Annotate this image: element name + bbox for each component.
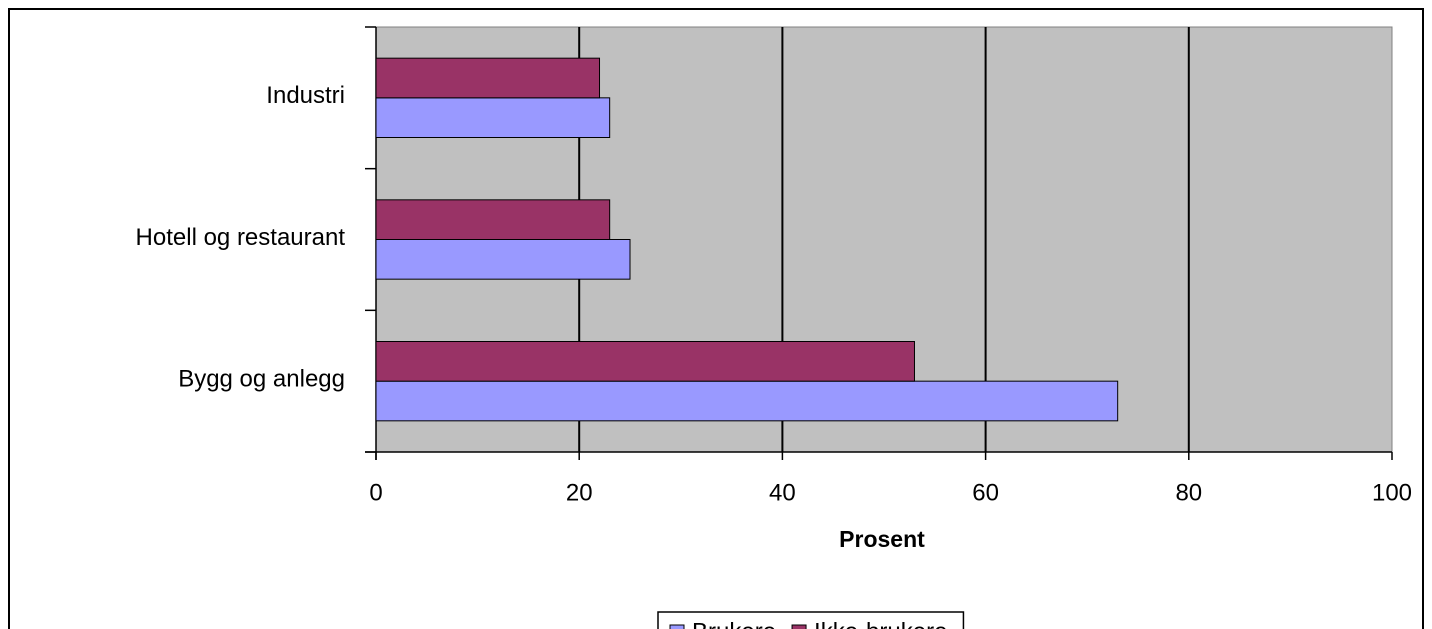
y-tick-label: Industri: [266, 82, 345, 109]
bar: [375, 341, 915, 382]
x-tick-label: 80: [1175, 479, 1202, 506]
x-tick-label: 60: [972, 479, 999, 506]
bar: [375, 97, 611, 139]
legend-box: [657, 611, 965, 629]
legend-label: Ikke-brukere: [814, 618, 947, 629]
x-tick-label: 40: [769, 479, 796, 506]
bar: [375, 199, 611, 240]
bar: [375, 239, 631, 280]
legend-swatch: [791, 624, 807, 629]
legend: Brukere Ikke-brukere: [657, 611, 965, 629]
bar: [375, 57, 601, 99]
legend-label: Brukere: [692, 618, 776, 629]
legend-swatch: [669, 624, 685, 629]
x-tick-label: 0: [369, 479, 382, 506]
x-tick-label: 100: [1372, 479, 1412, 506]
bar: [375, 380, 1119, 422]
y-tick-label: Hotell og restaurant: [136, 224, 346, 251]
x-axis-label: Prosent: [839, 526, 925, 552]
x-tick-label: 20: [566, 479, 593, 506]
y-tick-label: Bygg og anlegg: [178, 366, 345, 393]
